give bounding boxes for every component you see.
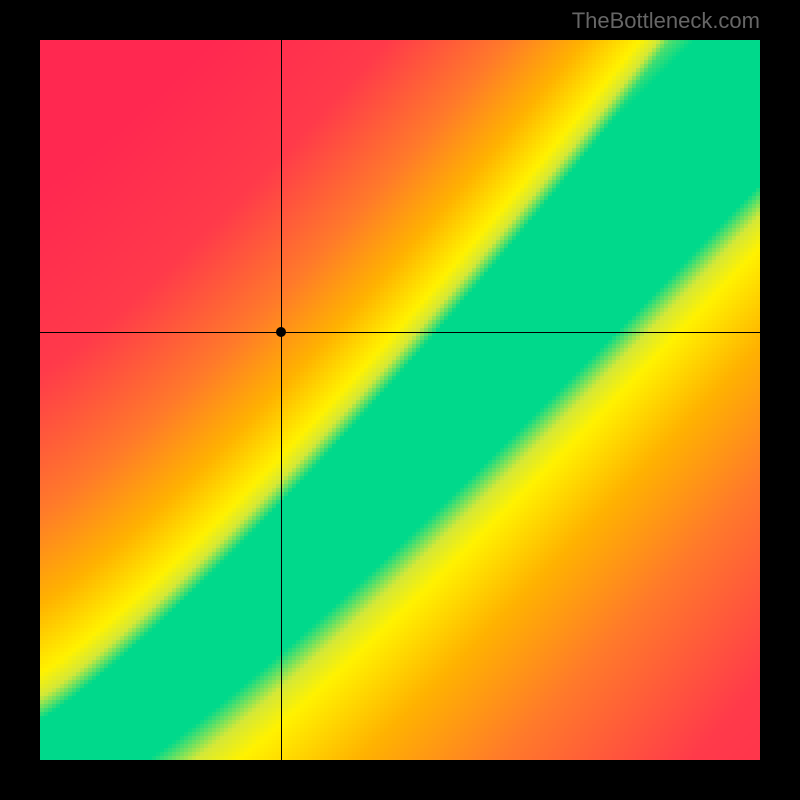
- crosshair-horizontal: [40, 332, 760, 333]
- heatmap-plot: [40, 40, 760, 760]
- crosshair-marker: [276, 327, 286, 337]
- watermark-text: TheBottleneck.com: [572, 8, 760, 34]
- crosshair-vertical: [281, 40, 282, 760]
- heatmap-canvas: [40, 40, 760, 760]
